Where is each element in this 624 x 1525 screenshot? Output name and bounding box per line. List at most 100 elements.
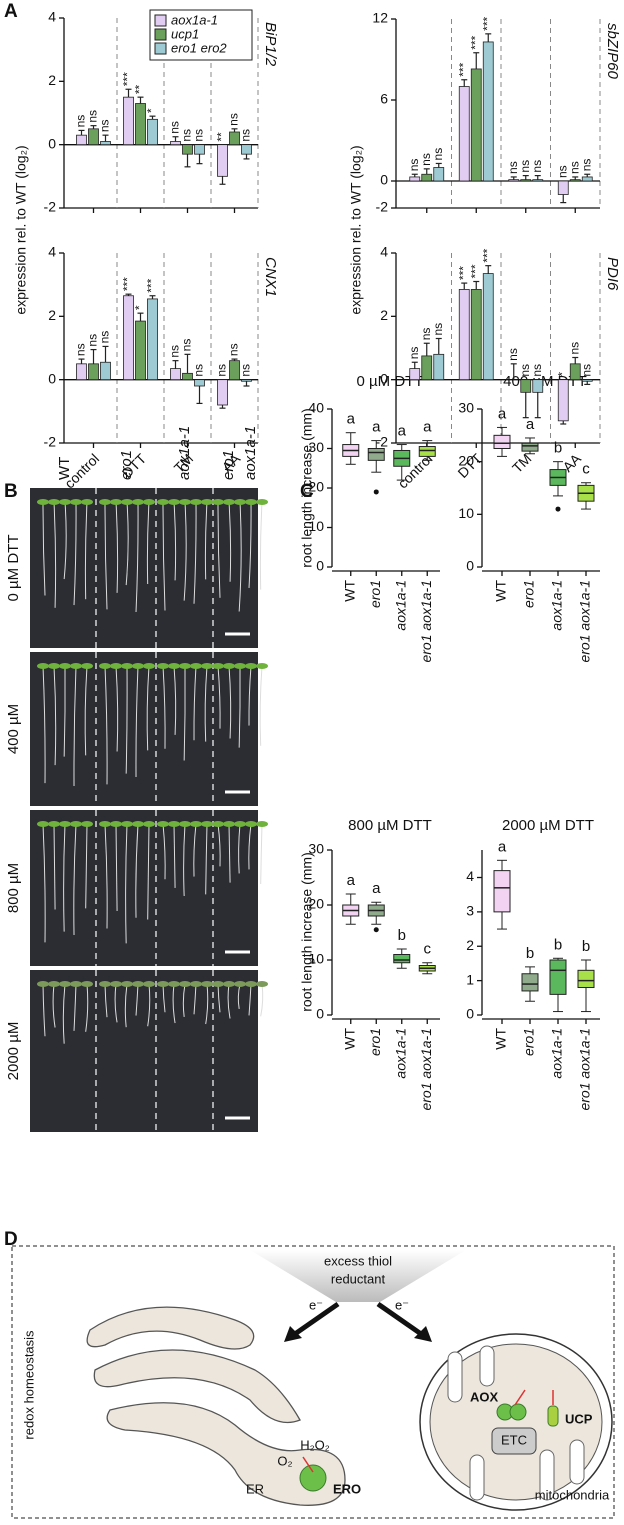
cotyledon (256, 981, 268, 987)
legend-box (149, 9, 253, 61)
root (162, 501, 166, 611)
panel-label: B (4, 481, 18, 502)
outlier (373, 489, 379, 495)
significance-label: ns (419, 328, 433, 341)
group-letter: b (582, 938, 590, 955)
root (115, 823, 118, 912)
chem-label: H₂O₂ (300, 1437, 330, 1452)
cotyledon (143, 981, 155, 987)
root (115, 501, 119, 593)
cotyledon (179, 663, 191, 669)
y-tick-label: 20 (308, 479, 324, 495)
cotyledon (110, 663, 122, 669)
cotyledon (37, 821, 49, 827)
legend-swatch (154, 28, 167, 41)
outlier (373, 927, 379, 933)
root (228, 501, 232, 582)
chem-label: O₂ (277, 1453, 292, 1468)
root (259, 665, 263, 746)
y-tick-label: 30 (308, 439, 324, 455)
significance-label: ns (98, 331, 112, 344)
cotyledon (212, 821, 224, 827)
significance-label: ns (180, 129, 194, 142)
panel-label: D (4, 1229, 18, 1250)
legend-label: ucp1 (171, 26, 199, 41)
y-tick-label: -2 (44, 434, 57, 450)
y-tick-label: 0 (380, 172, 388, 188)
bar (147, 118, 158, 146)
cotyledon (234, 981, 246, 987)
x-tick-label: WT (341, 580, 357, 602)
root (125, 823, 128, 944)
cotyledon (70, 821, 82, 827)
etc-box (491, 1427, 537, 1455)
significance-label: *** (456, 266, 470, 280)
root (42, 983, 46, 1037)
photo-plate (30, 488, 258, 648)
y-tick-label: 0 (48, 370, 56, 386)
bar (532, 179, 544, 182)
significance-label: ns (579, 159, 593, 172)
significance-label: *** (121, 72, 135, 86)
cotyledon (110, 981, 122, 987)
box (521, 442, 539, 452)
box (393, 954, 411, 964)
root (162, 665, 166, 749)
cotyledon (157, 499, 169, 505)
cotyledon (132, 663, 144, 669)
column-label: WT (56, 457, 73, 480)
group-letter: b (554, 936, 562, 953)
photo-plate (30, 970, 258, 1132)
chart-title: sbZIP60 (604, 23, 621, 80)
box (493, 870, 511, 913)
bar (458, 289, 470, 381)
y-tick-label: 0 (316, 558, 324, 574)
root (147, 983, 151, 1027)
bar (409, 176, 421, 182)
root (204, 665, 208, 742)
significance-label: * (145, 108, 159, 113)
y-axis-label: expression rel. to WT (log₂) (348, 145, 364, 314)
cotyledon (70, 981, 82, 987)
y-axis-label: expression rel. to WT (log₂) (13, 145, 29, 314)
significance-label: *** (468, 264, 482, 278)
y-tick-label: 4 (466, 868, 474, 884)
x-tick-label: ero1 aox1a-1 (418, 580, 434, 663)
y-tick-label: 3 (466, 903, 474, 919)
group-letter: a (372, 419, 381, 436)
x-tick-label: WT (493, 1028, 509, 1050)
cotyledon (256, 663, 268, 669)
cotyledon (179, 499, 191, 505)
y-tick-label: 4 (48, 244, 56, 260)
side-label: redox homeostasis (21, 1330, 36, 1440)
significance-label: ns (506, 161, 520, 174)
root (228, 823, 231, 883)
arrow-head (414, 1326, 432, 1342)
bar (482, 41, 494, 182)
cotyledon (223, 981, 235, 987)
significance-label: ns (419, 153, 433, 166)
cotyledon (81, 499, 93, 505)
cotyledon (81, 663, 93, 669)
root (73, 983, 77, 1031)
cotyledon (143, 821, 155, 827)
y-tick-label: -2 (376, 434, 389, 450)
significance-label: ns (227, 113, 241, 126)
cotyledon (99, 663, 111, 669)
bar (520, 379, 532, 393)
root (42, 665, 46, 784)
cotyledon (212, 663, 224, 669)
cotyledon (99, 821, 111, 827)
panel-label: A (4, 1, 18, 22)
bar (433, 353, 445, 381)
x-tick-label: ero1 (367, 1028, 383, 1056)
y-tick-label: 40 (308, 400, 324, 416)
bar (508, 179, 520, 182)
y-tick-label: 30 (458, 400, 474, 416)
bar (100, 141, 111, 146)
aox-label: AOX (470, 1389, 499, 1404)
cotyledon (48, 821, 60, 827)
root (42, 823, 46, 943)
cotyledon (245, 821, 257, 827)
root (146, 665, 150, 751)
